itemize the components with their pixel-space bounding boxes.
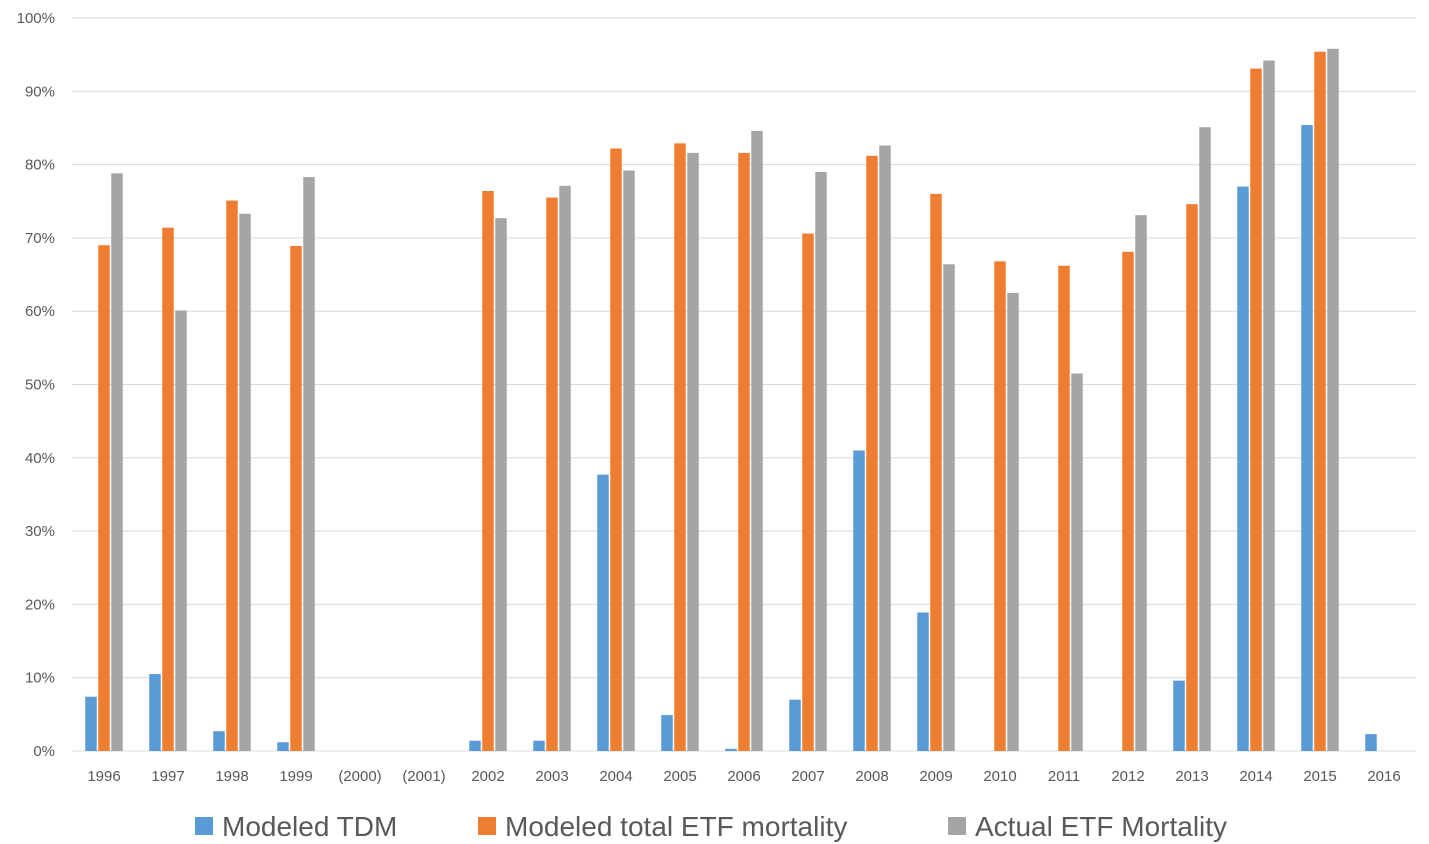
x-tick-label: 2005 — [663, 768, 696, 785]
bar — [303, 177, 315, 751]
bar — [111, 173, 123, 751]
bar — [469, 740, 481, 751]
x-tick-label: (2000) — [338, 768, 381, 785]
y-tick-label: 60% — [25, 303, 55, 320]
bar — [853, 450, 865, 751]
bar — [930, 193, 942, 752]
bar — [1365, 734, 1377, 751]
y-tick-label: 80% — [25, 157, 55, 174]
bar — [85, 696, 97, 751]
legend: Modeled TDM Modeled total ETF mortality Ac… — [195, 811, 1227, 842]
bar — [1122, 251, 1134, 751]
bar — [1250, 68, 1262, 751]
bar — [994, 261, 1006, 751]
bar — [1071, 373, 1083, 751]
bar — [1007, 292, 1019, 751]
bar — [239, 213, 251, 751]
bar — [559, 185, 571, 751]
bar — [1058, 265, 1070, 751]
x-tick-label: 1998 — [215, 768, 248, 785]
bar — [162, 227, 174, 751]
bar — [1314, 51, 1326, 751]
y-tick-label: 40% — [25, 450, 55, 467]
legend-swatch — [195, 817, 213, 835]
bar — [533, 740, 545, 751]
bar — [1173, 680, 1185, 751]
legend-label: Modeled TDM — [222, 811, 397, 842]
x-tick-label: (2001) — [402, 768, 445, 785]
y-tick-label: 30% — [25, 523, 55, 540]
bar — [1199, 127, 1211, 752]
bars — [85, 48, 1377, 752]
y-tick-label: 90% — [25, 83, 55, 100]
bar — [917, 612, 929, 751]
x-tick-label: 1997 — [151, 768, 184, 785]
bar — [597, 474, 609, 751]
bar — [661, 715, 673, 751]
x-tick-label: 2009 — [919, 768, 952, 785]
x-tick-label: 2014 — [1239, 768, 1272, 785]
y-tick-label: 0% — [33, 743, 55, 760]
x-tick-label: 1996 — [87, 768, 120, 785]
x-axis: 1996 1997 1998 1999 (2000) (2001) 2002 2003 2004… — [87, 768, 1400, 785]
bar — [943, 264, 955, 751]
bar — [879, 145, 891, 752]
x-tick-label: 2016 — [1367, 768, 1400, 785]
bar — [802, 233, 814, 751]
bar — [546, 197, 558, 751]
bar — [789, 699, 801, 751]
x-tick-label: 2013 — [1175, 768, 1208, 785]
y-tick-label: 10% — [25, 670, 55, 687]
x-tick-label: 2002 — [471, 768, 504, 785]
bar — [175, 310, 187, 751]
bar — [482, 190, 494, 751]
x-tick-label: 2004 — [599, 768, 632, 785]
x-tick-label: 2006 — [727, 768, 760, 785]
legend-swatch — [948, 817, 966, 835]
x-tick-label: 2008 — [855, 768, 888, 785]
bar — [674, 143, 686, 751]
bar — [1135, 215, 1147, 751]
bar — [98, 245, 110, 752]
y-tick-label: 70% — [25, 230, 55, 247]
x-tick-label: 2003 — [535, 768, 568, 785]
x-tick-label: 1999 — [279, 768, 312, 785]
bar — [1327, 48, 1339, 751]
x-tick-label: 2011 — [1048, 768, 1080, 785]
bar — [226, 200, 238, 752]
bar — [1186, 204, 1198, 751]
legend-swatch — [478, 817, 496, 835]
y-tick-label: 100% — [17, 10, 55, 27]
bar — [495, 218, 507, 751]
bar — [1237, 186, 1249, 752]
bar — [623, 170, 635, 752]
bar — [610, 148, 622, 751]
bar — [866, 155, 878, 751]
bar — [213, 731, 225, 751]
x-tick-label: 2010 — [983, 768, 1016, 785]
bar — [149, 674, 161, 751]
x-tick-label: 2007 — [791, 768, 824, 785]
y-tick-label: 20% — [25, 596, 55, 613]
y-tick-label: 50% — [25, 377, 55, 394]
legend-label: Modeled total ETF mortality — [505, 811, 847, 842]
bar — [290, 245, 302, 751]
y-axis: 0% 10% 20% 30% 40% 50% 60% 70% 80% 90% 100% — [17, 10, 55, 760]
bar — [1263, 60, 1275, 752]
x-tick-label: 2012 — [1111, 768, 1144, 785]
legend-label: Actual ETF Mortality — [975, 811, 1227, 842]
bar — [815, 171, 827, 751]
bar — [687, 152, 699, 751]
x-tick-label: 2015 — [1303, 768, 1336, 785]
bar — [1301, 125, 1313, 751]
bar — [277, 742, 289, 751]
bar — [751, 130, 763, 751]
bar — [725, 748, 737, 751]
bar — [738, 152, 750, 751]
